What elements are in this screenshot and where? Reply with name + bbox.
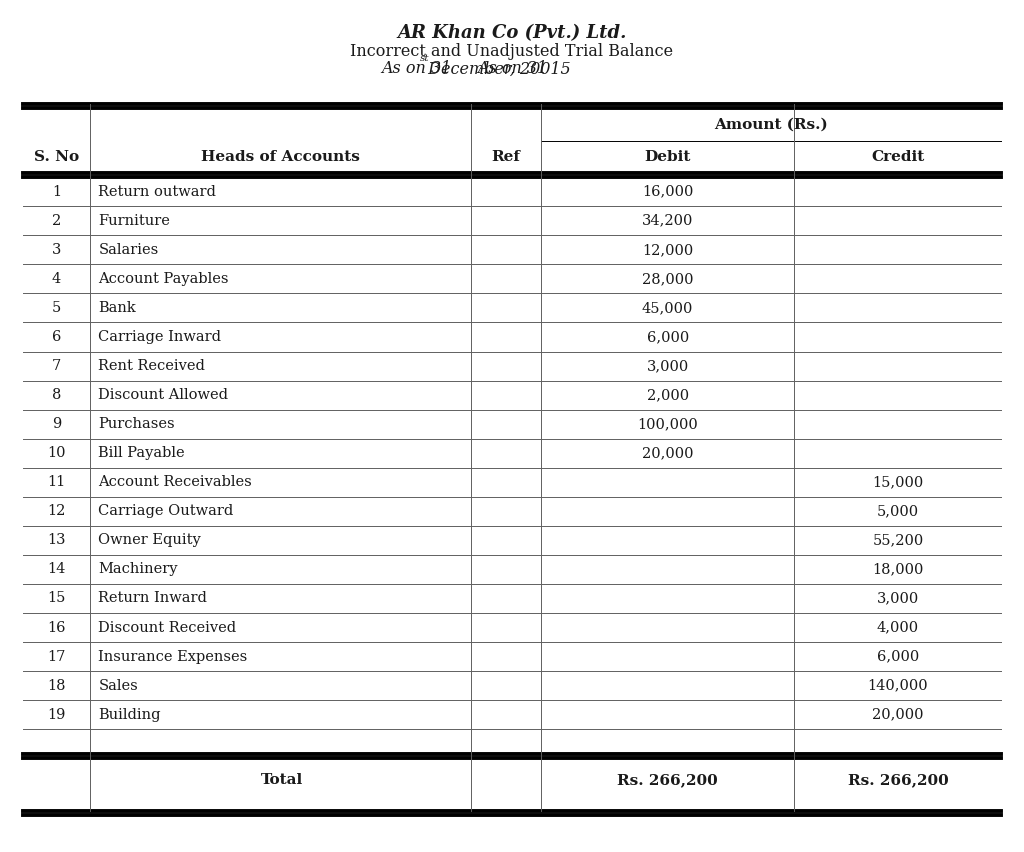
Text: 20,000: 20,000 — [872, 708, 924, 722]
Text: Owner Equity: Owner Equity — [98, 533, 201, 547]
Text: 140,000: 140,000 — [867, 679, 929, 693]
Text: Total: Total — [260, 774, 303, 787]
Text: Rent Received: Rent Received — [98, 359, 205, 373]
Text: 16: 16 — [47, 620, 66, 635]
Text: 7: 7 — [51, 359, 61, 373]
Text: Bill Payable: Bill Payable — [98, 446, 185, 460]
Text: Rs. 266,200: Rs. 266,200 — [617, 774, 718, 787]
Text: 13: 13 — [47, 533, 66, 547]
Text: st: st — [420, 54, 429, 63]
Text: 5: 5 — [51, 301, 61, 315]
Text: 3,000: 3,000 — [646, 359, 689, 373]
Text: Rs. 266,200: Rs. 266,200 — [848, 774, 948, 787]
Text: 34,200: 34,200 — [642, 214, 693, 227]
Text: Insurance Expenses: Insurance Expenses — [98, 649, 248, 664]
Text: Account Payables: Account Payables — [98, 272, 228, 286]
Text: Sales: Sales — [98, 679, 138, 693]
Text: 2: 2 — [51, 214, 61, 227]
Text: 3: 3 — [51, 243, 61, 256]
Text: 4,000: 4,000 — [877, 620, 920, 635]
Text: Return Inward: Return Inward — [98, 591, 207, 606]
Text: 18,000: 18,000 — [872, 562, 924, 577]
Text: 6: 6 — [51, 330, 61, 344]
Text: 8: 8 — [51, 389, 61, 402]
Text: 11: 11 — [47, 475, 66, 489]
Text: 5,000: 5,000 — [877, 504, 920, 518]
Text: Machinery: Machinery — [98, 562, 178, 577]
Text: Discount Received: Discount Received — [98, 620, 237, 635]
Text: 100,000: 100,000 — [637, 417, 698, 431]
Text: Account Receivables: Account Receivables — [98, 475, 252, 489]
Text: Building: Building — [98, 708, 161, 722]
Text: 6,000: 6,000 — [877, 649, 920, 664]
Text: 18: 18 — [47, 679, 66, 693]
Text: 15: 15 — [47, 591, 66, 606]
Text: Salaries: Salaries — [98, 243, 159, 256]
Text: 10: 10 — [47, 446, 66, 460]
Text: 55,200: 55,200 — [872, 533, 924, 547]
Text: Carriage Inward: Carriage Inward — [98, 330, 221, 344]
Text: 2,000: 2,000 — [646, 389, 689, 402]
Text: 45,000: 45,000 — [642, 301, 693, 315]
Text: Amount (Rs.): Amount (Rs.) — [714, 118, 828, 131]
Text: As on 31: As on 31 — [477, 60, 547, 78]
Text: Bank: Bank — [98, 301, 136, 315]
Text: Ref: Ref — [492, 150, 520, 164]
Text: 19: 19 — [47, 708, 66, 722]
Text: 16,000: 16,000 — [642, 185, 693, 199]
Text: Debit: Debit — [644, 150, 691, 164]
Text: 4: 4 — [51, 272, 61, 286]
Text: December, 20015: December, 20015 — [423, 60, 570, 78]
Text: As on 31: As on 31 — [381, 60, 451, 78]
Text: 6,000: 6,000 — [646, 330, 689, 344]
Text: Return outward: Return outward — [98, 185, 216, 199]
Text: Furniture: Furniture — [98, 214, 170, 227]
Text: AR Khan Co (Pvt.) Ltd.: AR Khan Co (Pvt.) Ltd. — [397, 24, 627, 42]
Text: Heads of Accounts: Heads of Accounts — [201, 150, 360, 164]
Text: 12: 12 — [47, 504, 66, 518]
Text: S. No: S. No — [34, 150, 79, 164]
Text: Discount Allowed: Discount Allowed — [98, 389, 228, 402]
Text: 20,000: 20,000 — [642, 446, 693, 460]
Text: 28,000: 28,000 — [642, 272, 693, 286]
Text: 15,000: 15,000 — [872, 475, 924, 489]
Text: 1: 1 — [52, 185, 60, 199]
Text: Carriage Outward: Carriage Outward — [98, 504, 233, 518]
Text: Purchases: Purchases — [98, 417, 175, 431]
Text: 3,000: 3,000 — [877, 591, 920, 606]
Text: 12,000: 12,000 — [642, 243, 693, 256]
Text: 17: 17 — [47, 649, 66, 664]
Text: Incorrect and Unadjusted Trial Balance: Incorrect and Unadjusted Trial Balance — [350, 43, 674, 60]
Text: 14: 14 — [47, 562, 66, 577]
Text: Credit: Credit — [871, 150, 925, 164]
Text: 9: 9 — [51, 417, 61, 431]
